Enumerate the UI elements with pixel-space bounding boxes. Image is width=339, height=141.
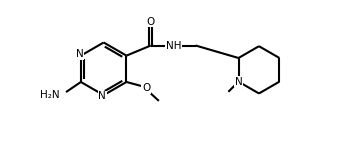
Text: N: N xyxy=(98,92,106,102)
Text: O: O xyxy=(147,16,155,27)
Text: O: O xyxy=(142,83,150,93)
Text: NH: NH xyxy=(166,40,181,50)
Text: H₂N: H₂N xyxy=(40,90,60,100)
Text: N: N xyxy=(76,49,83,59)
Text: N: N xyxy=(235,77,242,87)
